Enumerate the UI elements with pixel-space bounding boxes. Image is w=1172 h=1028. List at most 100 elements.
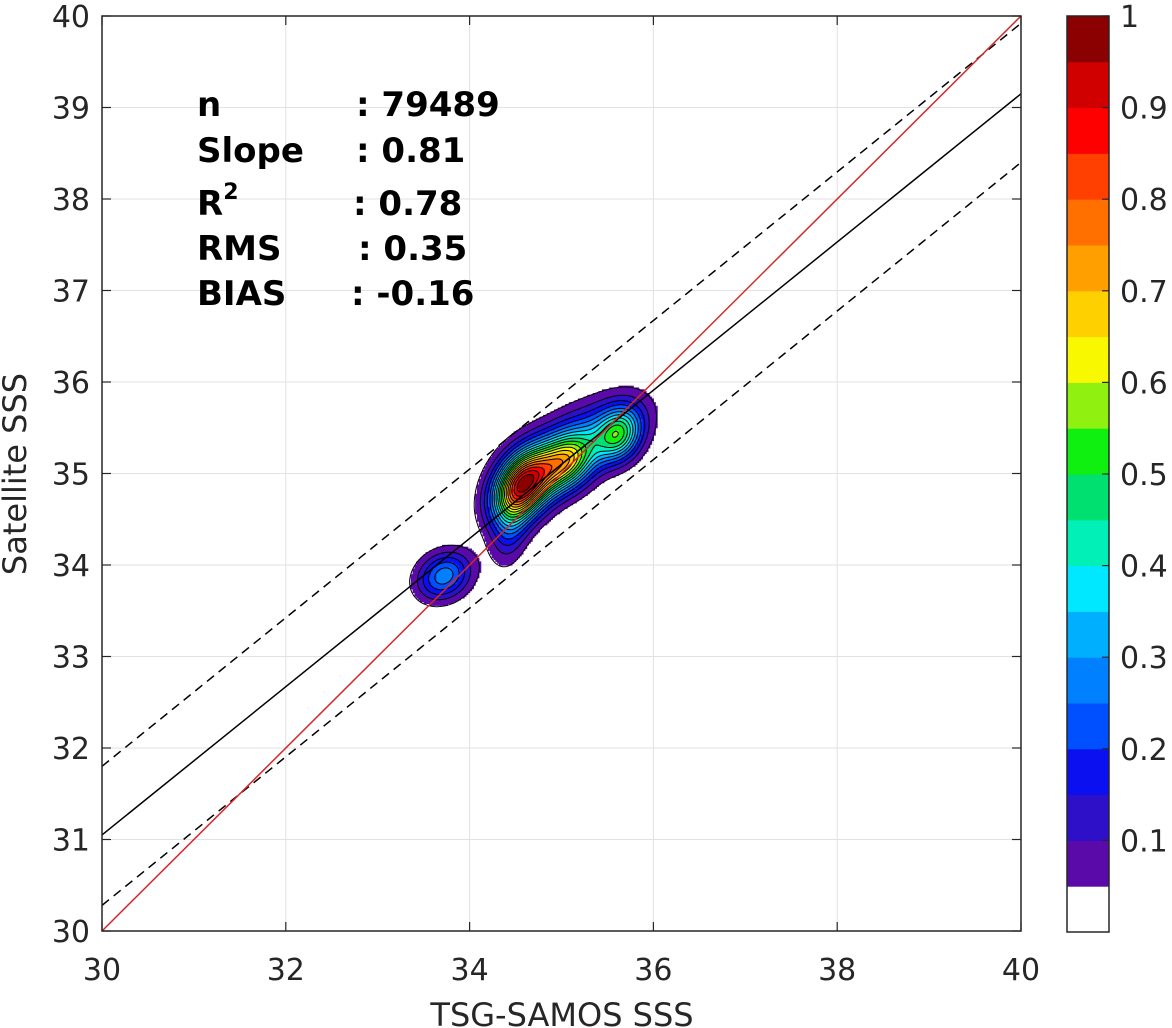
density-cell <box>458 552 462 555</box>
density-cell <box>419 599 423 603</box>
density-cell <box>429 566 432 570</box>
density-cell <box>432 559 436 562</box>
density-cell <box>625 457 629 460</box>
density-cell <box>600 477 603 480</box>
density-cell <box>431 572 434 575</box>
density-cell <box>506 488 509 491</box>
density-cell <box>572 449 575 453</box>
density-cell <box>445 548 449 551</box>
density-cell <box>431 554 434 557</box>
density-cell <box>515 543 518 546</box>
density-cell <box>508 508 511 511</box>
density-cell <box>491 486 495 489</box>
density-cell <box>432 552 436 555</box>
density-cell <box>517 451 520 454</box>
density-cell <box>502 499 506 502</box>
density-cell <box>517 530 520 533</box>
density-cell <box>511 453 515 456</box>
density-cell <box>500 453 504 456</box>
density-cell <box>460 555 463 559</box>
density-cell <box>478 517 482 520</box>
density-cell <box>515 506 518 509</box>
density-cell <box>519 550 522 553</box>
density-cell <box>539 510 542 513</box>
density-cell <box>565 473 568 476</box>
density-cell <box>555 473 559 476</box>
density-cell <box>423 568 427 572</box>
density-cell <box>598 446 601 449</box>
density-cell <box>442 592 445 595</box>
density-cell <box>487 482 491 486</box>
density-cell <box>532 435 535 438</box>
density-cell <box>504 511 507 515</box>
density-cell <box>508 530 511 533</box>
density-cell <box>432 570 436 573</box>
density-cell <box>517 508 520 511</box>
density-cell <box>493 460 496 464</box>
density-cell <box>636 444 640 447</box>
density-cell <box>511 436 515 440</box>
density-cell <box>456 583 460 586</box>
density-cell <box>510 451 513 454</box>
density-cell <box>554 440 557 443</box>
density-cell <box>458 596 462 599</box>
density-cell <box>432 563 436 566</box>
density-cell <box>576 460 579 464</box>
density-cell <box>554 458 557 462</box>
density-cell <box>550 502 553 506</box>
density-cell <box>499 548 502 551</box>
density-cell <box>511 484 515 487</box>
density-cell <box>528 522 531 526</box>
density-cell <box>432 557 436 561</box>
density-cell <box>587 466 590 469</box>
density-cell <box>504 533 507 537</box>
density-cell <box>533 524 537 528</box>
density-cell <box>500 495 504 498</box>
density-cell <box>508 464 511 467</box>
density-cell <box>544 513 548 517</box>
density-cell <box>576 495 579 498</box>
density-cell <box>544 497 548 500</box>
density-cell <box>598 468 601 471</box>
density-cell <box>539 506 542 509</box>
density-cell <box>622 446 625 449</box>
density-cell <box>419 568 423 572</box>
density-cell <box>478 524 482 528</box>
density-cell <box>419 592 423 595</box>
density-cell <box>541 519 544 522</box>
density-cell <box>484 500 487 504</box>
density-cell <box>612 440 616 443</box>
density-cell <box>454 590 458 594</box>
density-cell <box>572 444 575 447</box>
density-cell <box>491 533 495 537</box>
density-cell <box>559 502 563 506</box>
density-cell <box>427 590 430 594</box>
density-cell <box>603 458 607 462</box>
density-cell <box>590 475 594 478</box>
density-cell <box>570 442 574 445</box>
density-cell <box>484 484 487 487</box>
density-cell <box>484 499 487 502</box>
density-cell <box>493 546 496 550</box>
density-cell <box>627 451 631 454</box>
density-cell <box>568 495 572 498</box>
density-cell <box>467 552 471 555</box>
density-cell <box>583 469 586 473</box>
density-cell <box>609 444 612 447</box>
density-cell <box>581 488 585 491</box>
density-cell <box>638 457 642 460</box>
density-cell <box>464 554 467 557</box>
density-cell <box>522 528 526 531</box>
density-cell <box>581 449 585 453</box>
density-cell <box>464 572 467 575</box>
density-cell <box>548 504 552 508</box>
density-cell <box>633 455 636 458</box>
density-cell <box>458 550 462 553</box>
density-cell <box>601 442 605 445</box>
density-cell <box>612 458 616 462</box>
density-cell <box>568 500 572 504</box>
density-cell <box>585 478 588 482</box>
density-cell <box>609 475 612 478</box>
density-cell <box>478 519 482 522</box>
density-cell <box>493 554 496 557</box>
